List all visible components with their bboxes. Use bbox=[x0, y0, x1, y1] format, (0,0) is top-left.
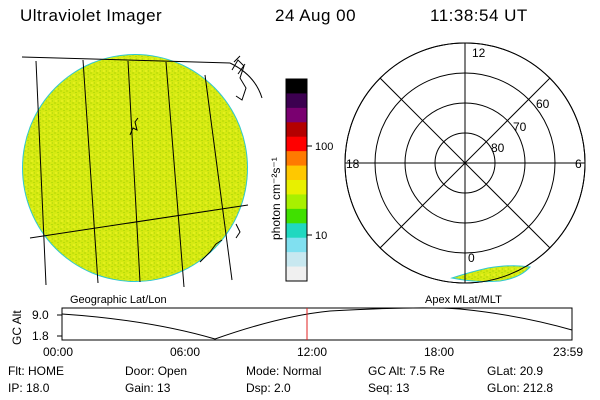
status-seq-value: 13 bbox=[396, 381, 410, 395]
status-glon-value: 212.8 bbox=[523, 381, 554, 395]
colorbar-tick-100: 100 bbox=[315, 141, 333, 153]
x-tick-2359: 23:59 bbox=[553, 345, 583, 359]
y-tick-9: 9.0 bbox=[32, 308, 49, 322]
status-gain-value: 13 bbox=[157, 381, 171, 395]
mlt-label-18: 18 bbox=[346, 157, 360, 171]
colorbar-cell bbox=[286, 165, 307, 181]
lat-label-70: 70 bbox=[513, 120, 527, 134]
status-ip-value: 18.0 bbox=[26, 381, 50, 395]
status-glon: GLon: 212.8 bbox=[487, 381, 553, 395]
status-seq: Seq: 13 bbox=[368, 381, 409, 395]
colorbar-cells bbox=[286, 79, 307, 282]
status-dsp-label: Dsp: bbox=[246, 381, 271, 395]
status-dsp-value: 2.0 bbox=[274, 381, 291, 395]
colorbar-unit-label: photon cm⁻²s⁻¹ bbox=[269, 157, 283, 240]
colorbar-cell bbox=[286, 252, 307, 268]
instrument-title: Ultraviolet Imager bbox=[20, 6, 163, 25]
status-gain: Gain: 13 bbox=[125, 381, 170, 395]
status-gcalt-value: 7.5 Re bbox=[409, 364, 445, 378]
status-flt-label: Flt: bbox=[8, 364, 25, 378]
apex-map-label: Apex MLat/MLT bbox=[425, 294, 502, 306]
colorbar-cell bbox=[286, 151, 307, 167]
x-tick-0600: 06:00 bbox=[170, 345, 200, 359]
altitude-timeline: GC Alt 9.0 1.8 00:00 06:00 12:00 18:00 2… bbox=[10, 307, 583, 359]
colorbar-cell bbox=[286, 136, 307, 152]
uv-image-panel bbox=[21, 54, 263, 288]
status-ip: IP: 18.0 bbox=[8, 381, 49, 395]
timeline-axis-title: GC Alt bbox=[10, 310, 24, 345]
status-glat-value: 20.9 bbox=[519, 364, 544, 378]
colorbar-cell bbox=[286, 223, 307, 239]
status-mode-value: Normal bbox=[282, 364, 322, 378]
colorbar-cell bbox=[286, 194, 307, 210]
mlt-label-12: 12 bbox=[472, 46, 486, 60]
mlt-label-6: 6 bbox=[575, 157, 582, 171]
colorbar: 100 10 photon cm⁻²s⁻¹ bbox=[269, 78, 333, 282]
lat-label-60: 60 bbox=[536, 97, 550, 111]
colorbar-cell bbox=[286, 266, 307, 282]
geo-map-label: Geographic Lat/Lon bbox=[70, 294, 167, 306]
status-gain-label: Gain: bbox=[125, 381, 154, 395]
uv-disk bbox=[23, 55, 247, 281]
colorbar-tick-10: 10 bbox=[315, 230, 327, 242]
x-tick-1200: 12:00 bbox=[297, 345, 327, 359]
colorbar-cell bbox=[286, 93, 307, 109]
geographic-grid bbox=[21, 56, 263, 288]
status-flt: Flt: HOME bbox=[8, 364, 64, 378]
status-door-value: Open bbox=[157, 364, 188, 378]
colorbar-cell bbox=[286, 79, 307, 94]
colorbar-cell bbox=[286, 180, 307, 195]
lat-label-80: 80 bbox=[491, 141, 505, 155]
colorbar-cell bbox=[286, 122, 307, 138]
status-seq-label: Seq: bbox=[368, 381, 393, 395]
polar-plot: 12 18 6 0 60 70 80 bbox=[344, 42, 586, 284]
status-dsp: Dsp: 2.0 bbox=[246, 381, 291, 395]
status-mode: Mode: Normal bbox=[246, 364, 321, 378]
status-glat: GLat: 20.9 bbox=[487, 364, 543, 378]
status-glat-label: GLat: bbox=[487, 364, 517, 378]
altitude-curve bbox=[61, 307, 573, 340]
mlt-label-0: 0 bbox=[468, 251, 475, 265]
x-tick-1800: 18:00 bbox=[424, 345, 454, 359]
status-mode-label: Mode: bbox=[246, 364, 280, 378]
status-door: Door: Open bbox=[125, 364, 187, 378]
status-ip-label: IP: bbox=[8, 381, 23, 395]
time-label: 11:38:54 UT bbox=[430, 6, 528, 25]
y-tick-1.8: 1.8 bbox=[32, 329, 49, 343]
status-gcalt: GC Alt: 7.5 Re bbox=[368, 364, 445, 378]
status-door-label: Door: bbox=[125, 364, 155, 378]
status-flt-value: HOME bbox=[28, 364, 65, 378]
status-gcalt-label: GC Alt: bbox=[368, 364, 407, 378]
coastline-outline bbox=[129, 55, 247, 263]
colorbar-cell bbox=[286, 237, 307, 253]
x-tick-0000: 00:00 bbox=[43, 345, 73, 359]
status-glon-label: GLon: bbox=[487, 381, 520, 395]
colorbar-cell bbox=[286, 208, 307, 224]
date-label: 24 Aug 00 bbox=[275, 6, 357, 25]
colorbar-cell bbox=[286, 107, 307, 123]
